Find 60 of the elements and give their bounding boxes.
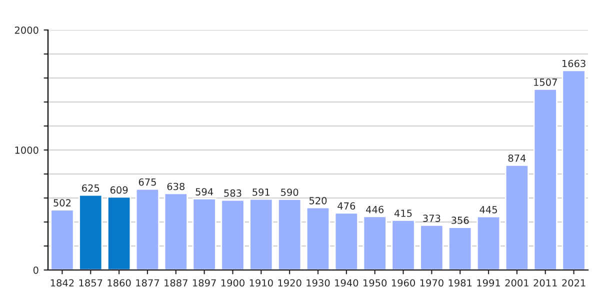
data-label: 415: [394, 210, 412, 217]
x-tick-label: 1970: [420, 279, 444, 287]
y-tick-label: 2000: [14, 26, 38, 34]
y-tick-label: 0: [33, 266, 38, 274]
data-label: 874: [508, 154, 526, 162]
data-label: 625: [82, 184, 100, 192]
bar: [249, 198, 274, 270]
bar: [391, 220, 416, 270]
x-tick-label: 1981: [448, 279, 472, 287]
bar: [504, 164, 530, 270]
x-tick-label: 1860: [108, 279, 131, 287]
x-tick-label: 1940: [335, 279, 358, 287]
bar: [448, 226, 472, 270]
x-tick-label: 1887: [164, 279, 188, 287]
data-label: 476: [338, 202, 356, 210]
x-tick-label: 1842: [50, 279, 74, 287]
data-label: 675: [138, 178, 156, 186]
x-tick-label: 1950: [364, 279, 387, 287]
bar: [476, 216, 501, 270]
bar: [192, 198, 216, 270]
x-tick-label: 1910: [250, 279, 273, 287]
x-tick-label: 2021: [562, 279, 586, 287]
bar: [420, 224, 444, 270]
x-tick-label: 1960: [392, 279, 415, 287]
data-label: 609: [110, 186, 128, 194]
x-tick-label: 2001: [505, 279, 528, 287]
bar: [164, 192, 188, 270]
bar: [334, 212, 358, 270]
bar: [135, 188, 160, 270]
data-label: 590: [281, 188, 298, 196]
y-tick-label: 1000: [15, 146, 38, 154]
data-label: 520: [309, 196, 327, 204]
x-tick-label: 1900: [221, 279, 244, 287]
bar: [562, 70, 586, 270]
data-label: 591: [252, 188, 270, 196]
x-tick-label: 1991: [477, 279, 500, 287]
bar: [106, 196, 132, 270]
x-tick-label: 1857: [79, 279, 102, 287]
x-tick-label: 1897: [193, 279, 216, 287]
bar: [50, 209, 74, 270]
data-label: 502: [54, 199, 71, 206]
data-label: 1507: [534, 78, 557, 86]
bar: [362, 216, 387, 270]
data-label: 1663: [562, 60, 586, 68]
data-label: 373: [423, 214, 440, 222]
bar: [78, 194, 103, 270]
data-label: 356: [452, 216, 469, 224]
x-tick-label: 1877: [136, 279, 160, 287]
x-tick-label: 1920: [278, 279, 302, 287]
bar: [278, 198, 302, 270]
x-tick-label: 2011: [534, 279, 557, 287]
bar: [306, 206, 330, 270]
data-label: 638: [167, 182, 185, 190]
bar: [220, 199, 245, 270]
data-label: 594: [196, 188, 214, 196]
data-label: 445: [480, 206, 497, 214]
data-label: 446: [366, 206, 384, 214]
bar: [533, 88, 558, 270]
x-tick-label: 1930: [306, 279, 330, 287]
data-label: 583: [224, 189, 242, 197]
